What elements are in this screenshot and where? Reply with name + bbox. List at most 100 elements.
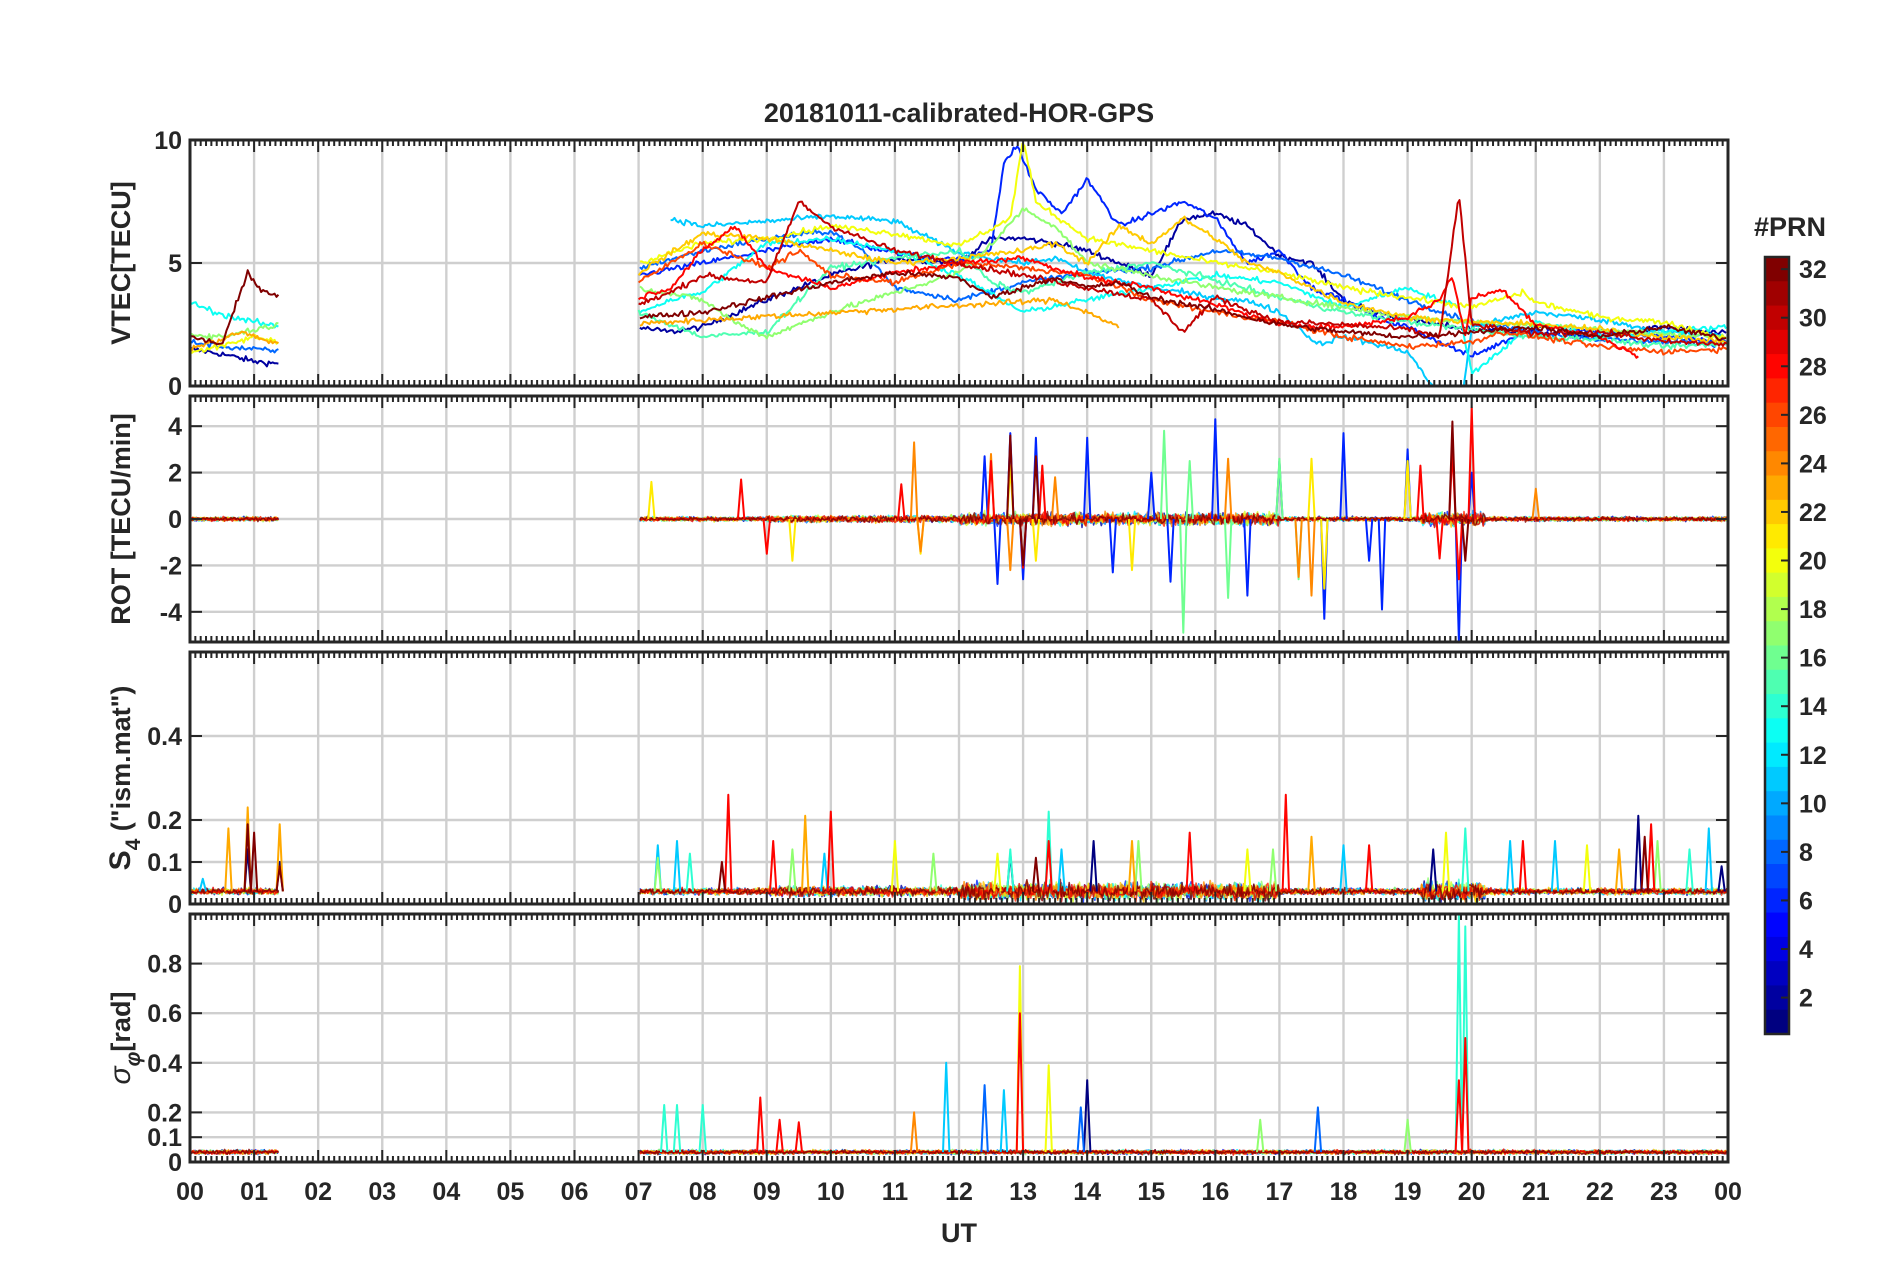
series-group [190, 793, 1728, 904]
s4-series-prn-14 [685, 810, 1694, 892]
colorbar-swatch [1765, 864, 1789, 889]
y-tick-label: 0.1 [147, 849, 182, 877]
colorbar-tick-label: 12 [1799, 742, 1827, 770]
x-tick-label: 08 [689, 1178, 717, 1206]
colorbar-tick-label: 30 [1799, 305, 1827, 333]
x-tick-label: 20 [1458, 1178, 1486, 1206]
sigma_phi-series-prn-1 [1083, 1079, 1092, 1153]
x-tick-label: 00 [176, 1178, 204, 1206]
x-tick-label: 11 [882, 1178, 909, 1206]
colorbar-swatch [1765, 329, 1789, 355]
y-tick-label: 0 [168, 891, 182, 919]
y-axis-label-subscript: 4 [122, 838, 145, 850]
rot-series-prn-6 [980, 418, 1476, 642]
colorbar-swatch [1765, 669, 1789, 695]
x-tick-label: 14 [1073, 1178, 1101, 1206]
sigma_phi-series-prn-28 [756, 1012, 1470, 1153]
colorbar-tick-label: 28 [1799, 353, 1827, 381]
x-tick-label: 18 [1330, 1178, 1358, 1206]
y-axis-label-rest: [rad] [106, 992, 136, 1052]
colorbar-swatch [1765, 912, 1789, 938]
colorbar-frame [1763, 255, 1791, 1036]
y-axis-label-main: σ [104, 1064, 137, 1084]
panel-rot: -4 -2 0 2 4 ROT [TECU/min] [106, 394, 1730, 644]
colorbar-swatch [1765, 815, 1789, 841]
s4-series-prn-23 [224, 806, 1624, 892]
s4-series-prn-28 [724, 793, 1656, 892]
colorbar-swatch [1765, 718, 1789, 744]
y-tick-label: 0.2 [147, 1099, 182, 1127]
rot-series-prn-16 [1159, 429, 1303, 634]
colorbar-tick-label: 4 [1799, 936, 1813, 964]
rot-series-prn-24 [909, 441, 1540, 597]
colorbar-title: #PRN [1754, 212, 1826, 242]
s4-series-prn-11 [198, 827, 1713, 892]
y-tick-label: 0.4 [147, 723, 182, 751]
colorbar-tick-label: 20 [1799, 548, 1827, 576]
vtec-series-prn-32 [190, 269, 1727, 346]
x-axis-label: UT [941, 1218, 977, 1248]
x-tick-label: 22 [1586, 1178, 1614, 1206]
x-tick-label: 17 [1266, 1178, 1294, 1206]
vtec-series-prn-15 [637, 247, 1728, 350]
x-tick-label: 12 [945, 1178, 973, 1206]
y-tick-label: 2 [168, 460, 182, 488]
sigma_phi-series-prn-17 [1256, 1118, 1412, 1153]
colorbar-swatch [1765, 281, 1789, 307]
x-tick-label: 00 [1714, 1178, 1742, 1206]
x-tick-label: 01 [240, 1178, 268, 1206]
noise-texture [190, 1148, 1728, 1156]
colorbar-tick-label: 2 [1799, 985, 1813, 1013]
y-tick-label: 5 [168, 250, 182, 278]
colorbar-tick-label: 10 [1799, 790, 1827, 818]
sigma_phi-series-prn-11 [942, 1061, 1009, 1153]
y-axis-label-subscript: φ [122, 1051, 145, 1066]
vtec-series-prn-11 [670, 213, 1727, 386]
x-tick-label: 02 [304, 1178, 332, 1206]
colorbar-swatch [1765, 961, 1789, 987]
chart-title: 20181011-calibrated-HOR-GPS [764, 98, 1154, 128]
vtec-series-prn-30 [638, 199, 1727, 347]
noise-line-prn-32 [190, 510, 1728, 526]
y-tick-label: -4 [160, 599, 182, 627]
y-axis-label-rot: ROT [TECU/min] [106, 413, 136, 624]
y-tick-label: 0 [168, 373, 182, 401]
x-tick-label: 13 [1009, 1178, 1037, 1206]
colorbar-tick-label: 6 [1799, 887, 1813, 915]
series-group [190, 142, 1728, 386]
y-tick-label: 0 [168, 1149, 182, 1177]
x-tick-label: 03 [368, 1178, 396, 1206]
panel-vtec: 0 5 10 VTEC[TECU] [106, 127, 1730, 401]
y-tick-label: 0.4 [147, 1050, 182, 1078]
colorbar-swatch [1765, 572, 1789, 598]
colorbar-tick-label: 14 [1799, 693, 1827, 721]
rot-series-prn-32 [1006, 420, 1470, 567]
gridlines [190, 652, 1728, 904]
x-ticks [189, 140, 1729, 386]
y-tick-label: 0.8 [147, 951, 182, 979]
colorbar-swatch [1765, 766, 1789, 792]
x-tick-label: 16 [1201, 1178, 1229, 1206]
y-tick-label: 0.6 [147, 1000, 182, 1028]
x-tick-label: 04 [432, 1178, 460, 1206]
noise-line-prn-32 [190, 1148, 1728, 1156]
panel-s4: 00.10.20.4S4 ("ism.mat") [104, 650, 1730, 919]
x-tick-label: 07 [625, 1178, 653, 1206]
vtec-series-prn-28 [637, 225, 1639, 359]
colorbar-swatch [1765, 1009, 1789, 1035]
colorbar-tick-label: 16 [1799, 645, 1827, 673]
colorbar-swatch [1765, 621, 1789, 647]
colorbar-swatch [1765, 475, 1789, 501]
s4-series-prn-20 [890, 831, 1592, 892]
series-group [190, 406, 1728, 642]
colorbar-tick-label: 22 [1799, 499, 1827, 527]
colorbar-tick-label: 26 [1799, 402, 1827, 430]
colorbar-tick-label: 8 [1799, 839, 1813, 867]
y-tick-label: 0.2 [147, 807, 182, 835]
x-tick-label: 15 [1137, 1178, 1165, 1206]
rot-series-prn-21 [647, 457, 1412, 590]
